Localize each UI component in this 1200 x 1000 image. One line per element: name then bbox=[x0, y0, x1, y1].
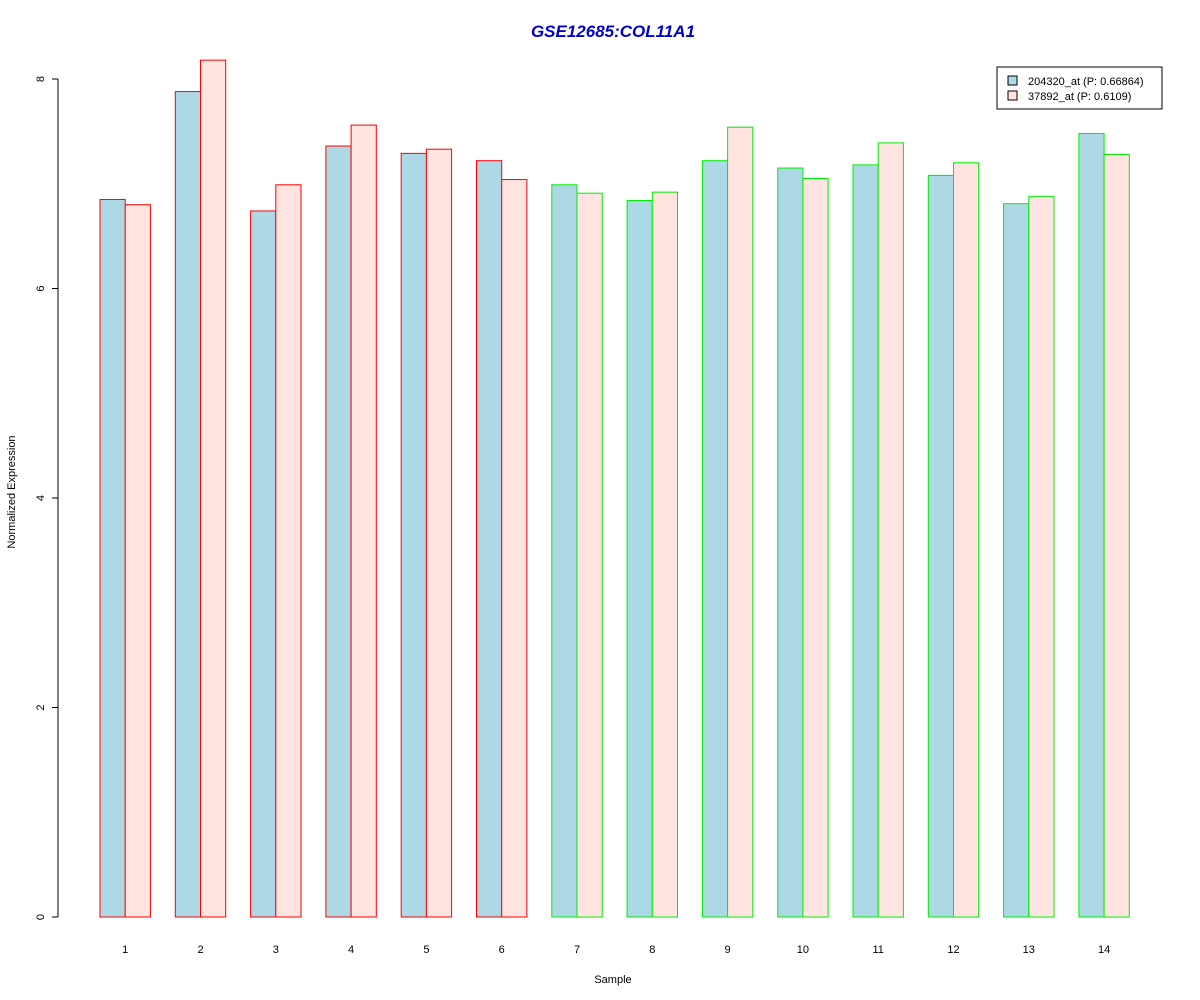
bar bbox=[1103, 153, 1130, 918]
bar bbox=[1003, 203, 1030, 918]
x-tick-label: 12 bbox=[947, 944, 959, 956]
bar bbox=[250, 210, 277, 918]
bar bbox=[124, 204, 151, 918]
bar bbox=[651, 191, 678, 918]
x-tick-label: 10 bbox=[797, 944, 809, 956]
x-tick-label: 8 bbox=[649, 944, 655, 956]
bar bbox=[1078, 132, 1105, 918]
bar bbox=[777, 167, 804, 918]
bar bbox=[727, 126, 754, 918]
x-tick-label: 6 bbox=[499, 944, 505, 956]
y-axis-label: Normalized Expression bbox=[6, 435, 18, 548]
bar bbox=[576, 192, 603, 918]
legend-swatch bbox=[1007, 90, 1018, 101]
legend-box bbox=[996, 66, 1163, 110]
x-tick-label: 11 bbox=[872, 944, 883, 956]
bar bbox=[551, 184, 578, 918]
x-tick-label: 9 bbox=[725, 944, 731, 956]
bar bbox=[425, 148, 453, 918]
x-axis-label: Sample bbox=[594, 974, 631, 986]
bar bbox=[275, 184, 302, 918]
bar bbox=[1028, 195, 1055, 918]
x-tick-label: 13 bbox=[1023, 944, 1035, 956]
bar bbox=[701, 160, 729, 918]
x-tick-label: 2 bbox=[197, 944, 203, 956]
legend-label: 204320_at (P: 0.66864) bbox=[1028, 76, 1144, 88]
bar bbox=[953, 162, 980, 918]
y-tick-label: 4 bbox=[35, 495, 47, 501]
bar bbox=[626, 200, 653, 918]
bar bbox=[200, 59, 227, 918]
bar bbox=[852, 164, 879, 918]
y-tick-label: 8 bbox=[35, 76, 47, 82]
x-tick-label: 7 bbox=[574, 944, 580, 956]
x-tick-label: 14 bbox=[1098, 944, 1110, 956]
y-tick-label: 0 bbox=[35, 914, 47, 920]
bar bbox=[877, 142, 904, 918]
bar bbox=[400, 152, 427, 918]
bar bbox=[350, 124, 377, 918]
bar bbox=[501, 179, 528, 918]
y-tick-label: 2 bbox=[35, 704, 47, 710]
legend-label: 37892_at (P: 0.6109) bbox=[1028, 91, 1131, 103]
bar bbox=[99, 198, 126, 918]
x-tick-label: 4 bbox=[348, 944, 354, 956]
x-tick-label: 5 bbox=[423, 944, 429, 956]
legend: 204320_at (P: 0.66864) 37892_at (P: 0.610… bbox=[996, 66, 1163, 110]
x-tick-label: 3 bbox=[273, 944, 279, 956]
bar bbox=[802, 178, 829, 918]
chart-title: GSE12685:COL11A1 bbox=[531, 22, 695, 41]
bars-group bbox=[99, 59, 1130, 918]
bar bbox=[174, 91, 202, 918]
y-axis: 0 2 4 6 8 bbox=[35, 76, 59, 920]
legend-swatch bbox=[1007, 75, 1018, 86]
bar bbox=[927, 174, 954, 918]
bar bbox=[325, 145, 352, 918]
x-tick-label: 1 bbox=[122, 944, 128, 956]
bar bbox=[476, 160, 503, 918]
x-axis-labels: 1 2 3 4 5 6 7 8 9 10 11 12 13 14 bbox=[122, 944, 1110, 956]
y-tick-label: 6 bbox=[35, 285, 47, 291]
